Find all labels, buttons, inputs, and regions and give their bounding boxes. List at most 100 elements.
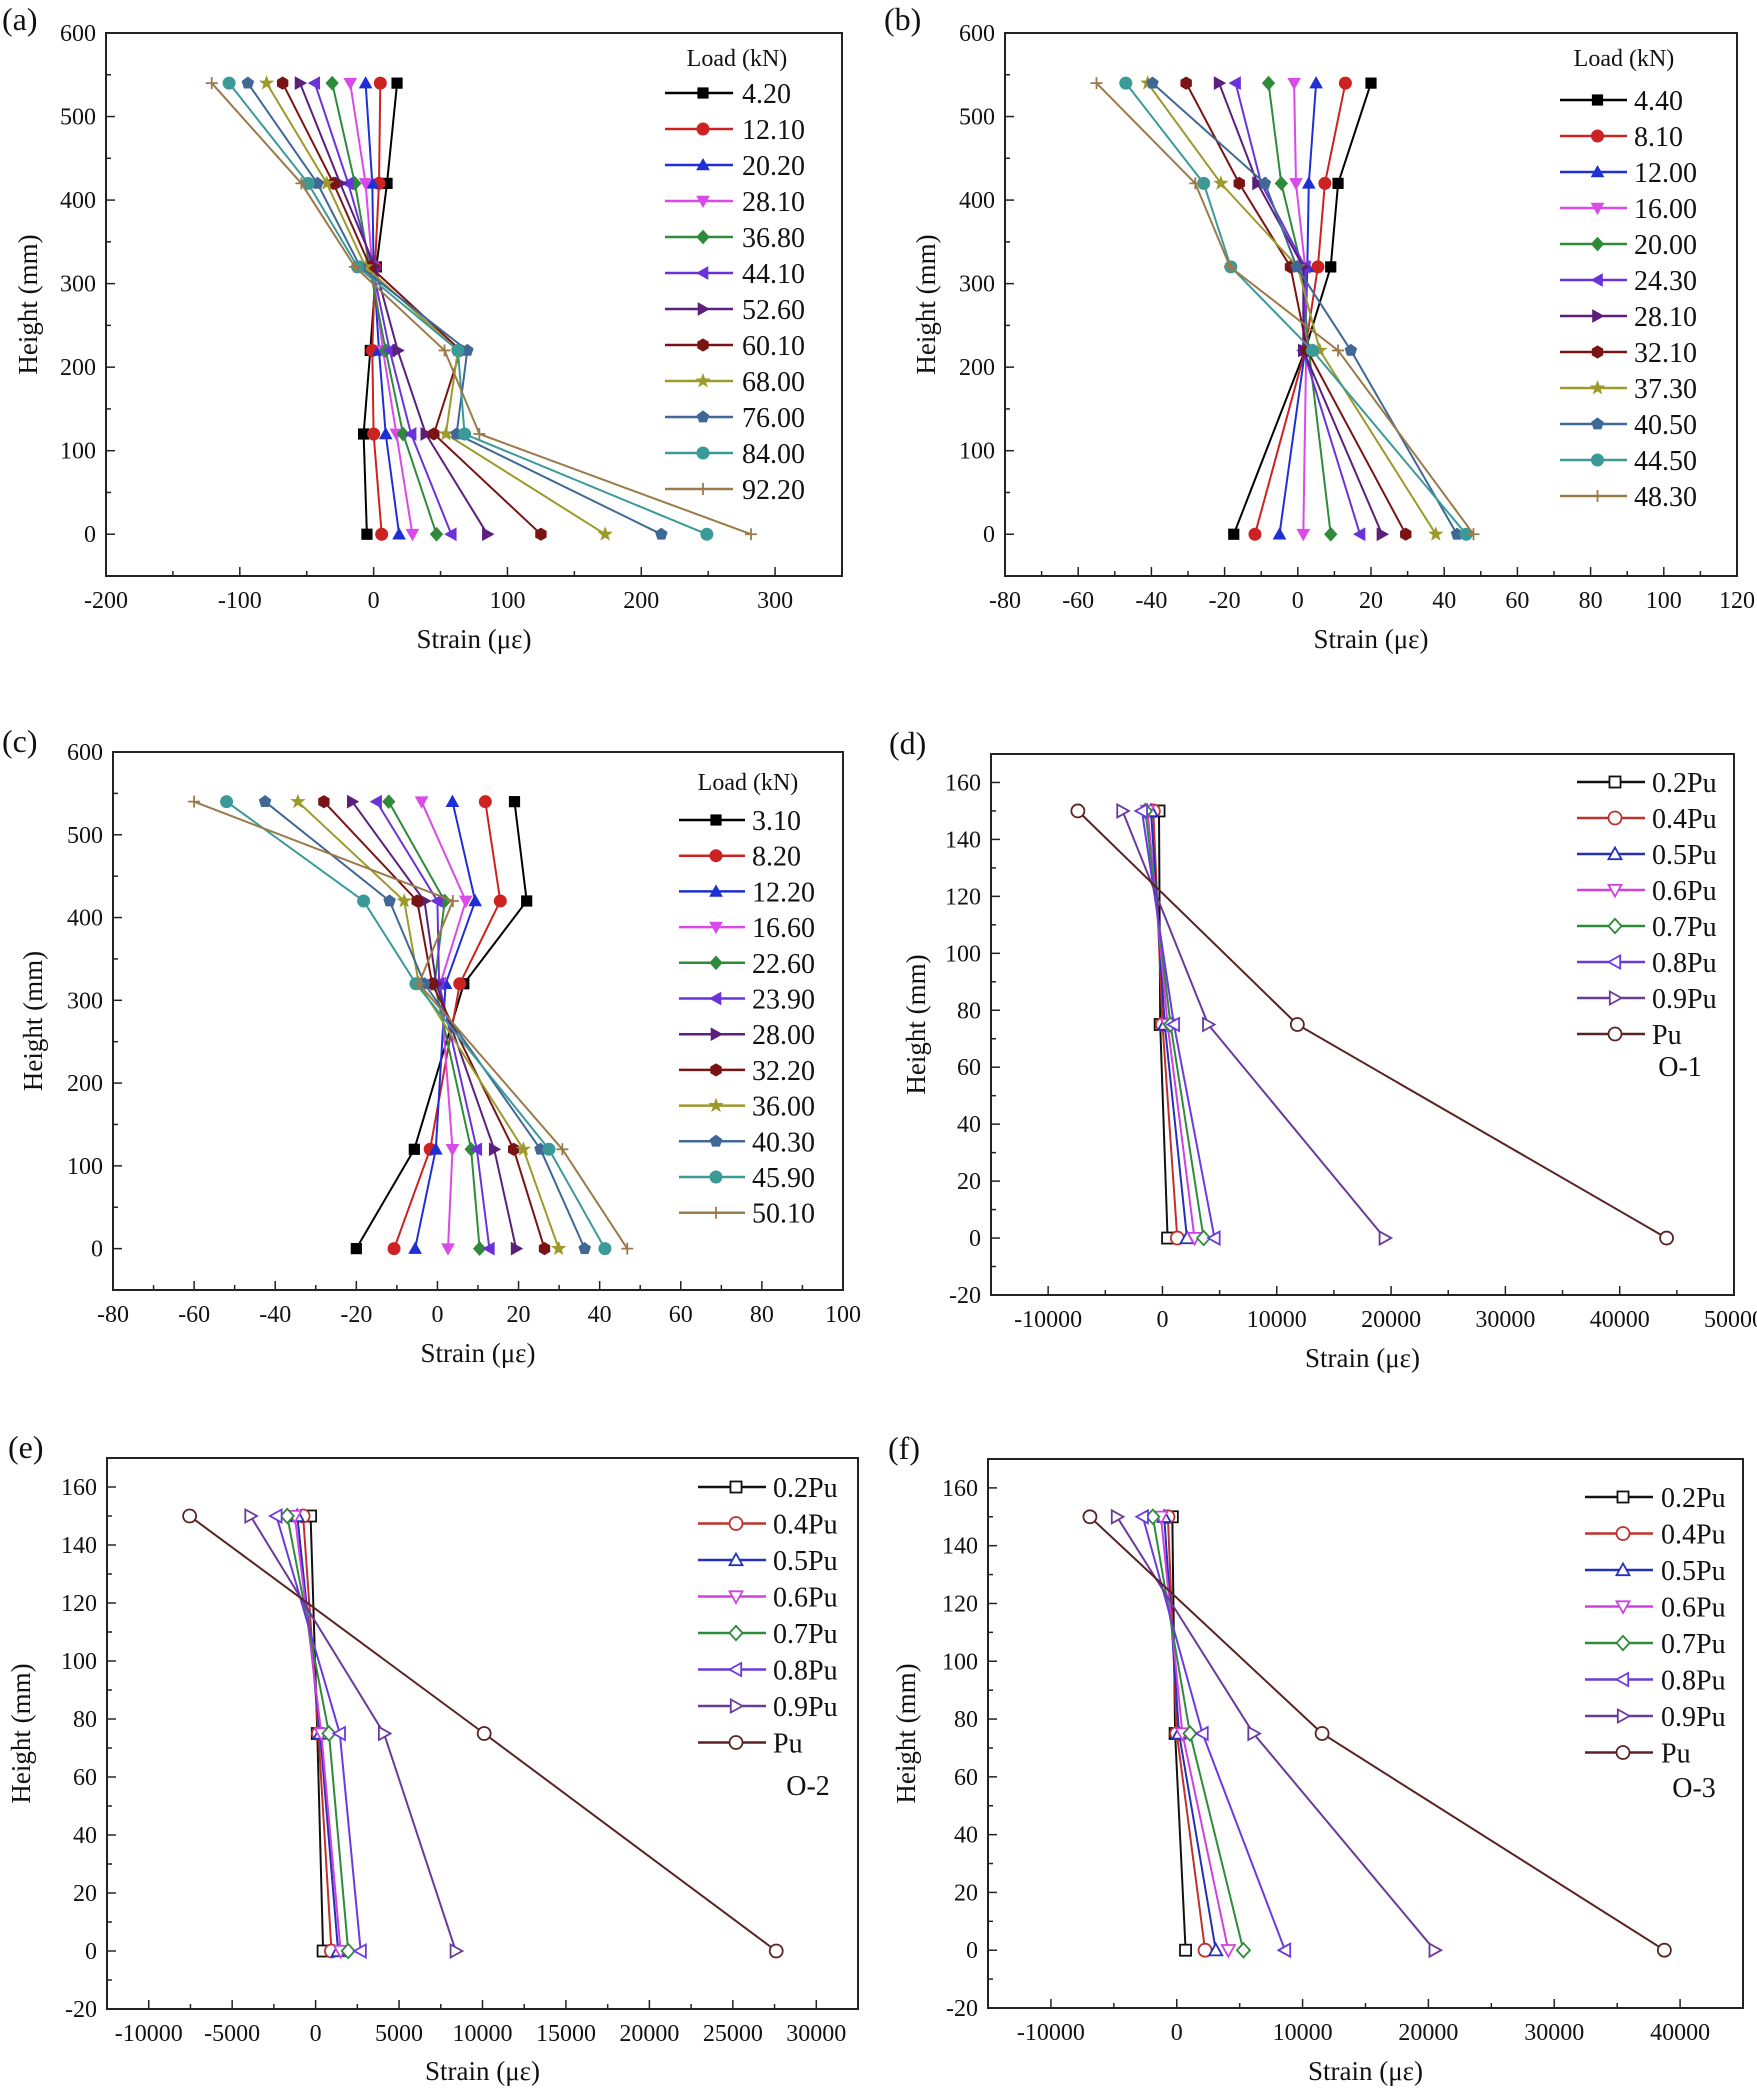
data-point — [357, 894, 371, 908]
data-point — [373, 76, 387, 90]
legend-marker — [1591, 417, 1604, 430]
legend-marker — [710, 1027, 724, 1042]
legend-label: 76.00 — [742, 403, 805, 434]
data-point — [188, 795, 201, 808]
legend-marker — [1607, 1026, 1623, 1042]
data-point — [521, 895, 533, 907]
legend-marker — [728, 1624, 744, 1642]
legend-entry: 37.30 — [1560, 374, 1697, 405]
data-point — [1228, 528, 1240, 540]
series-line — [1218, 82, 1383, 535]
y-tick-label: 80 — [954, 1707, 978, 1733]
data-point — [1070, 803, 1086, 819]
series-24.30 — [1228, 76, 1366, 542]
data-point — [279, 1507, 295, 1525]
legend-label: 0.5Pu — [773, 1546, 838, 1577]
legend-marker — [710, 1063, 722, 1077]
y-tick-label: 500 — [959, 105, 995, 131]
legend-entry: 23.90 — [679, 985, 815, 1016]
legend-entry: 28.10 — [665, 187, 805, 218]
legend-label: 32.20 — [752, 1056, 815, 1087]
specimen-annotation: O-1 — [1658, 1052, 1702, 1083]
legend-marker — [709, 1134, 723, 1147]
legend-entry: 8.10 — [1560, 122, 1683, 153]
data-point — [295, 177, 308, 190]
legend-label: 4.40 — [1634, 86, 1683, 117]
legend-entry: 0.8Pu — [698, 1656, 838, 1687]
legend-label: 44.50 — [1634, 446, 1697, 477]
legend-entry: 92.20 — [665, 475, 805, 506]
x-tick-label: 10000 — [1247, 1307, 1307, 1333]
series-0.9Pu — [244, 1507, 465, 1960]
legend-label: 8.20 — [752, 842, 801, 873]
x-tick-label: -80 — [989, 588, 1021, 614]
data-point — [307, 76, 321, 90]
series-line — [264, 800, 586, 1250]
series-32.20 — [318, 795, 551, 1256]
y-tick-label: 60 — [73, 1765, 97, 1791]
legend-label: 0.5Pu — [1652, 840, 1717, 871]
x-axis-label: Strain (με) — [416, 624, 531, 654]
legend-marker — [728, 1516, 744, 1531]
x-tick-label: -5000 — [204, 2021, 260, 2047]
data-point — [1376, 527, 1390, 542]
data-point — [578, 1241, 591, 1254]
series-line — [371, 83, 383, 535]
legend-marker — [696, 122, 710, 136]
data-point — [428, 1142, 443, 1155]
y-tick-label: 0 — [969, 1226, 981, 1252]
legend-label: 40.30 — [752, 1127, 815, 1158]
series-8.20 — [387, 795, 507, 1256]
series-0.7Pu — [279, 1507, 356, 1960]
legend-marker — [1606, 845, 1624, 861]
x-tick-label: 200 — [623, 588, 659, 614]
legend-marker — [1592, 309, 1605, 323]
x-tick-label: -60 — [1062, 588, 1094, 614]
series-48.30 — [1090, 77, 1480, 541]
data-point — [469, 1142, 483, 1157]
x-tick-label: 80 — [750, 1302, 774, 1328]
data-point — [1228, 76, 1241, 90]
data-point — [404, 427, 417, 441]
data-point — [428, 427, 440, 441]
x-tick-label: 10000 — [453, 2021, 513, 2047]
data-point — [1311, 260, 1325, 274]
data-point — [1332, 177, 1344, 189]
x-axis-label: Strain (με) — [1305, 1343, 1420, 1373]
data-point — [290, 793, 306, 809]
legend-marker — [1615, 1745, 1631, 1760]
legend-marker — [695, 372, 711, 388]
legend-label: 24.30 — [1634, 266, 1697, 297]
data-point — [392, 343, 405, 358]
legend-label: 12.00 — [1634, 158, 1697, 189]
y-tick-label: 100 — [942, 1649, 978, 1675]
x-tick-label: -10000 — [115, 2021, 183, 2047]
series-8.10 — [1248, 76, 1352, 541]
data-point — [1233, 176, 1245, 190]
y-tick-label: 160 — [945, 770, 981, 796]
data-point — [369, 794, 382, 809]
legend-entry: 0.9Pu — [698, 1692, 838, 1723]
data-point — [258, 75, 275, 90]
series-0.8Pu — [1133, 802, 1221, 1247]
legend-label: 50.10 — [752, 1199, 815, 1230]
y-tick-label: 100 — [67, 1154, 103, 1180]
data-point — [1119, 76, 1133, 90]
legend-label: 22.60 — [752, 949, 815, 980]
x-tick-label: 20 — [507, 1302, 531, 1328]
y-tick-label: 300 — [959, 272, 995, 298]
legend-marker — [710, 814, 722, 826]
y-tick-label: 80 — [957, 998, 981, 1024]
legend-entry: 32.20 — [679, 1056, 815, 1087]
data-point — [1352, 527, 1366, 542]
series-Pu — [1070, 803, 1674, 1246]
legend-entry: 12.00 — [1560, 158, 1697, 189]
series-92.20 — [205, 77, 758, 541]
y-tick-label: 600 — [959, 21, 995, 47]
y-tick-label: 60 — [957, 1055, 981, 1081]
legend-entry: 16.00 — [1560, 194, 1697, 225]
y-axis-label: Height (mm) — [6, 1663, 36, 1803]
plot-frame — [987, 1458, 1744, 2009]
legend-marker — [729, 1697, 745, 1715]
